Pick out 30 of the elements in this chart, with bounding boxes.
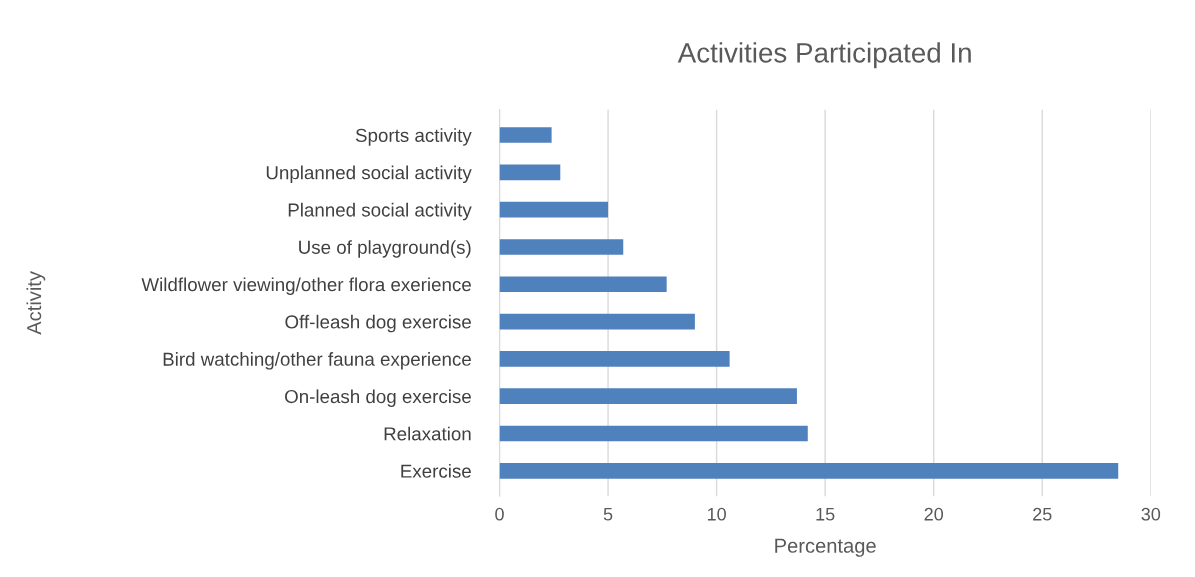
y-tick-label: Unplanned social activity xyxy=(266,165,472,184)
bar xyxy=(499,276,667,293)
y-tick-label: Relaxation xyxy=(384,426,471,441)
y-tick-label: Exercise xyxy=(401,464,471,478)
y-tick-label: Sports activity xyxy=(355,128,472,146)
x-tick-label: 25 xyxy=(1033,507,1052,521)
bar xyxy=(499,425,808,442)
bar xyxy=(499,313,695,330)
bar xyxy=(499,239,624,255)
y-tick-label: Use of playground(s) xyxy=(299,240,471,258)
bar xyxy=(499,462,1119,479)
bar xyxy=(499,127,552,143)
y-tick-label: Bird watching/other fauna experience xyxy=(163,352,471,370)
y-tick-label: Off-leash dog exercise xyxy=(285,314,471,333)
bar xyxy=(499,164,561,181)
chart-title: Activities Participated In xyxy=(677,42,971,69)
bar xyxy=(499,388,797,405)
x-axis-title: Percentage xyxy=(775,538,876,557)
x-tick-label: 0 xyxy=(495,507,504,521)
y-tick-label: Wildflower viewing/other flora exerience xyxy=(141,277,471,295)
x-tick-label: 15 xyxy=(816,507,835,521)
x-tick-label: 20 xyxy=(924,507,944,521)
bar xyxy=(499,351,730,367)
x-tick-label: 10 xyxy=(707,507,726,521)
y-tick-label: On-leash dog exercise xyxy=(285,389,471,407)
bar xyxy=(499,201,609,218)
y-axis-title: Activity xyxy=(26,271,46,335)
x-tick-label: 5 xyxy=(603,507,613,521)
y-tick-label: Planned social activity xyxy=(288,202,472,221)
x-tick-label: 30 xyxy=(1141,507,1161,521)
